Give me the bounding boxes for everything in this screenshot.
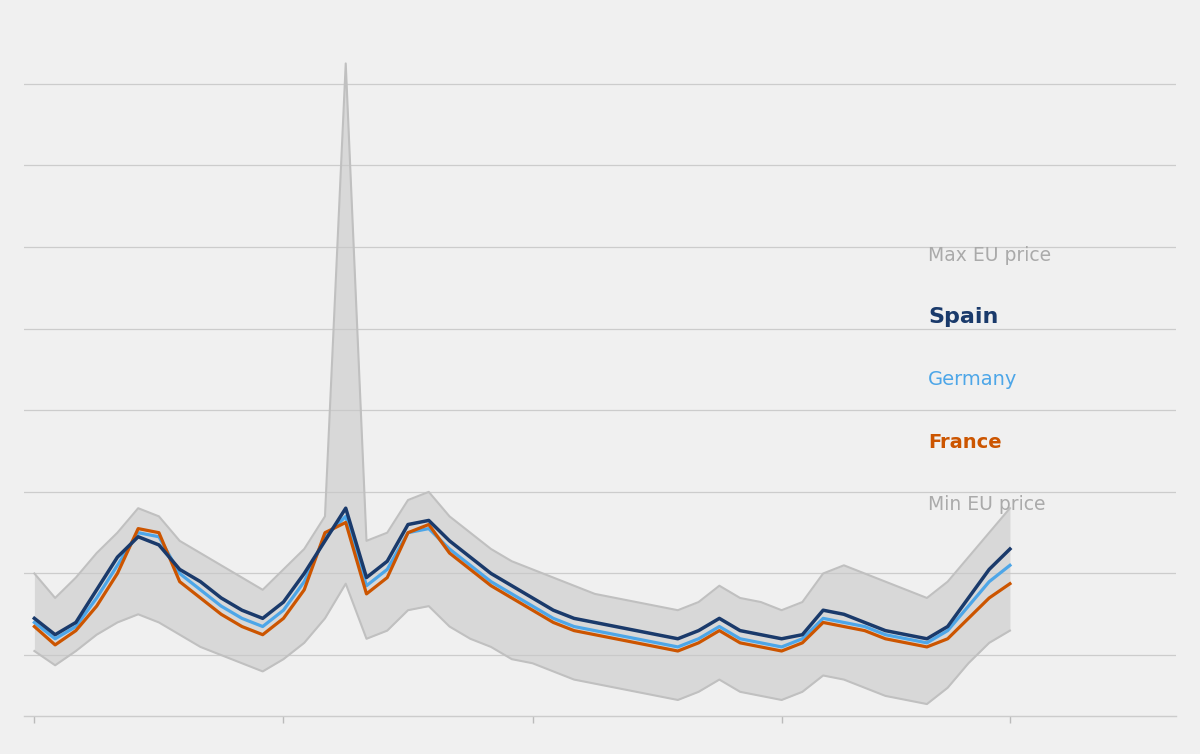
Text: Min EU price: Min EU price	[929, 495, 1046, 514]
Text: France: France	[929, 433, 1002, 452]
Text: Max EU price: Max EU price	[929, 246, 1051, 265]
Text: Germany: Germany	[929, 370, 1018, 389]
Text: Spain: Spain	[929, 308, 998, 327]
